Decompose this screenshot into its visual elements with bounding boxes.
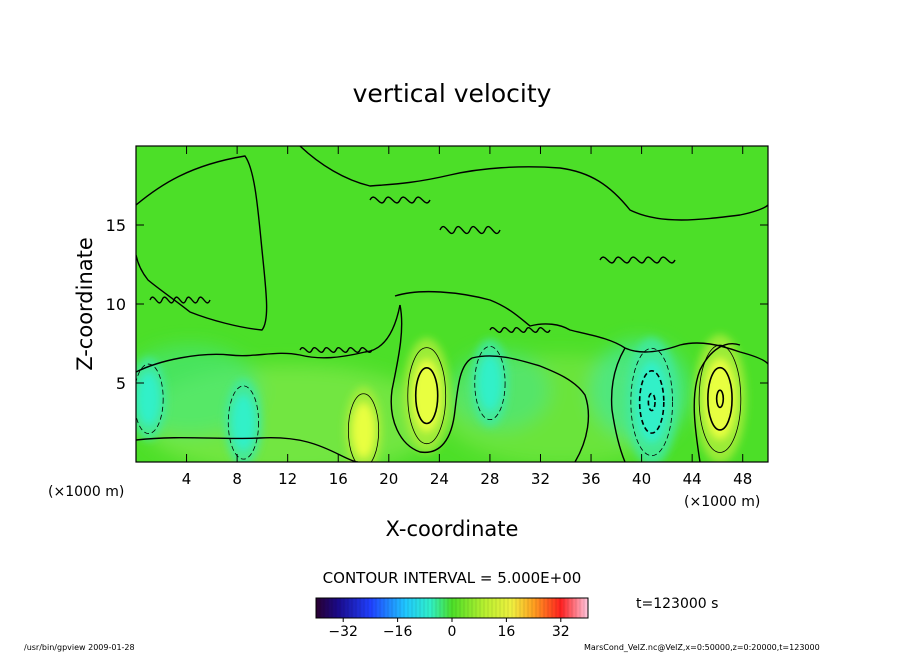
updraft-contour <box>414 366 439 425</box>
contour-lines <box>136 146 768 462</box>
downdraft-contour <box>227 385 260 460</box>
downdraft-core <box>137 372 160 425</box>
feature-blobs <box>136 334 747 462</box>
colorbar-ticks: −32 −16 0 16 32 <box>328 618 570 640</box>
contour-interval-text: CONTOUR INTERVAL = 5.000E+00 <box>323 569 582 587</box>
x-tick-label: 4 <box>182 470 192 488</box>
x-axis-label: X-coordinate <box>386 517 519 541</box>
contour-zero-low-left <box>136 304 401 373</box>
contour-wiggle-5 <box>299 347 373 353</box>
updraft-core <box>704 358 736 440</box>
x-tick-label: 12 <box>278 470 297 488</box>
footer-source: MarsCond_VelZ.nc@VelZ,x=0:50000,z=0:2000… <box>584 643 820 652</box>
contour-zero-right2 <box>693 343 741 462</box>
x-tick-label: 48 <box>733 470 752 488</box>
updraft-core <box>412 359 441 432</box>
contour-wiggle-4 <box>149 296 211 304</box>
y-tick-label: 5 <box>116 374 126 393</box>
x-tick-label: 32 <box>531 470 550 488</box>
updraft-contour <box>407 347 447 445</box>
x-axis: 4 8 12 16 20 24 28 32 36 40 44 48 <box>182 146 752 488</box>
y-tick-label: 15 <box>106 216 126 235</box>
downdraft-contour <box>638 370 665 434</box>
x-unit-right: (×1000 m) <box>684 494 760 510</box>
updraft-contour <box>698 344 742 453</box>
contour-wiggle-3 <box>599 256 676 264</box>
x-tick-label: 16 <box>329 470 348 488</box>
plot-area <box>136 146 768 462</box>
y-axis-label: Z-coordinate <box>73 237 97 371</box>
x-tick-label: 8 <box>232 470 242 488</box>
contour-wiggle-6 <box>489 327 551 333</box>
x-tick-label: 36 <box>581 470 600 488</box>
downdraft-contour <box>630 347 673 457</box>
contour-zero-upper <box>136 155 268 331</box>
x-tick-label: 44 <box>683 470 702 488</box>
colorbar-tick-label: −16 <box>383 624 413 640</box>
downdraft-contour <box>647 392 656 412</box>
contour-wiggle-1 <box>369 196 431 204</box>
colorbar-tick-label: 32 <box>552 624 570 640</box>
contour-wiggle-2 <box>439 225 501 235</box>
colorbar-tick-label: −32 <box>328 624 358 640</box>
x-tick-label: 20 <box>379 470 398 488</box>
y-tick-label: 10 <box>106 295 126 314</box>
contour-zero-low-right <box>471 355 590 462</box>
contour-zero-low-mid <box>390 304 473 454</box>
updraft-core <box>352 402 375 458</box>
contour-zero-bottom <box>136 437 359 462</box>
x-tick-label: 24 <box>430 470 449 488</box>
footer-program: /usr/bin/gpview 2009-01-28 <box>24 643 135 652</box>
colorbar-stripes <box>319 598 585 618</box>
x-unit-left: (×1000 m) <box>48 484 124 500</box>
updraft-contour <box>715 389 725 409</box>
downdraft-core <box>636 361 668 443</box>
downdraft-core <box>232 395 255 450</box>
downdraft-contour <box>136 363 164 434</box>
updraft-contour <box>347 393 380 462</box>
updraft-contour <box>707 366 733 431</box>
x-tick-label: 28 <box>480 470 499 488</box>
y-axis: 5 10 15 <box>106 216 768 393</box>
x-tick-label: 40 <box>632 470 651 488</box>
downdraft-core <box>478 355 502 411</box>
colorbar-tick-label: 16 <box>497 624 515 640</box>
downdraft-contour <box>474 345 506 421</box>
contour-zero-right <box>610 347 626 462</box>
contour-zero-mid <box>394 290 768 365</box>
colorbar-tick-label: 0 <box>448 624 457 640</box>
time-text: t=123000 s <box>636 596 718 612</box>
chart-title: vertical velocity <box>353 79 552 108</box>
contour-zero-top <box>299 146 768 221</box>
